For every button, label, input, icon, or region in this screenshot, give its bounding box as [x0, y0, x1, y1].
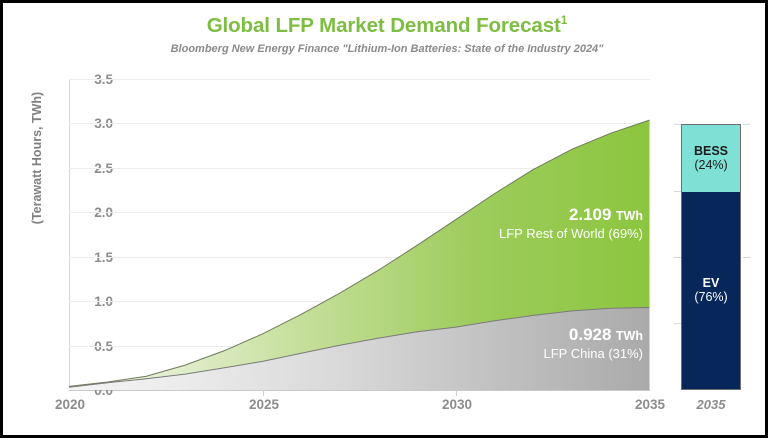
chart-title-footnote-marker: 1: [560, 13, 568, 27]
chart-title-text: Global LFP Market Demand Forecast: [206, 13, 561, 37]
annotation-china: 0.928 TWh LFP China (31%): [393, 325, 643, 361]
x-axis-line: [69, 390, 650, 391]
annotation-rest-of-world: 2.109 TWh LFP Rest of World (69%): [393, 205, 643, 241]
annotation-china-value: 0.928: [568, 325, 612, 344]
x-tick-label-2020: 2020: [54, 397, 86, 412]
chart-subtitle: Bloomberg New Energy Finance "Lithium-Io…: [170, 43, 604, 55]
x-tick-mark-2030: [456, 390, 457, 396]
area-china: [69, 307, 650, 390]
stacked-area-series: [69, 119, 650, 390]
bar-segment-ev[interactable]: EV (76%): [682, 192, 740, 389]
x-tick-mark-2025: [263, 390, 264, 396]
gridline-3-0: [69, 123, 650, 124]
bar-segment-ev-name: EV: [702, 275, 720, 290]
annotation-china-label: LFP China (31%): [543, 346, 643, 361]
gridline-3-5: [69, 79, 650, 80]
annotation-rest-of-world-label: LFP Rest of World (69%): [498, 226, 643, 241]
annotation-rest-of-world-unit: TWh: [615, 209, 643, 223]
line-total-top: [69, 119, 650, 387]
breakdown-bar-x-label: 2035: [696, 397, 726, 412]
bar-gridline-top: [674, 124, 681, 125]
line-china-top: [69, 307, 650, 388]
breakdown-stacked-bar[interactable]: BESS (24%) EV (76%): [681, 124, 741, 390]
plot-area: [69, 79, 650, 390]
y-axis-line: [69, 79, 70, 391]
bar-segment-bess-pct: (24%): [694, 158, 728, 173]
bar-gridline-lower: [674, 323, 681, 324]
x-tick-label-2030: 2030: [441, 397, 473, 412]
annotation-rest-of-world-value: 2.109: [568, 205, 612, 224]
chart-title: Global LFP Market Demand Forecast1: [3, 13, 768, 38]
bar-gridline-right-top: [743, 124, 750, 125]
bar-segment-bess[interactable]: BESS (24%): [682, 125, 740, 192]
bar-gridline-mid-upper: [674, 191, 681, 192]
gridline-2-5: [69, 168, 650, 169]
annotation-china-unit: TWh: [615, 329, 643, 343]
area-rest-of-world: [69, 120, 650, 388]
y-axis-title: (Terawatt Hours, TWh): [30, 91, 44, 225]
bar-segment-ev-pct: (76%): [694, 290, 728, 305]
x-tick-label-2035: 2035: [634, 397, 666, 412]
gridline-1-5: [69, 257, 650, 258]
x-tick-label-2025: 2025: [248, 397, 280, 412]
bar-gridline-mid: [674, 257, 681, 258]
gridline-2-0: [69, 212, 650, 213]
bar-gridline-right-mid: [743, 257, 750, 258]
bar-segment-bess-name: BESS: [693, 143, 729, 158]
